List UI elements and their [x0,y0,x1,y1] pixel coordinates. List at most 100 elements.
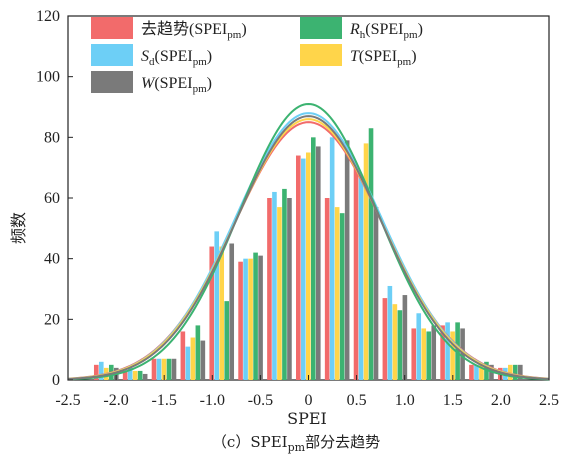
caption-suffix: 部分去趋势 [305,433,380,451]
x-axis-title: SPEI [287,409,327,428]
bar-series-3-bin-4 [224,301,230,380]
x-tick-label: -1.0 [200,392,225,409]
bar-series-2-bin-7 [306,152,311,380]
bar-series-0-bin-7 [296,155,301,380]
bar-series-1-bin-3 [185,346,191,380]
x-tick-label: -0.5 [248,392,273,409]
legend-label-0: 去趋势(SPEIpm) [141,20,247,41]
bar-series-4-bin-2 [171,358,177,380]
bar-series-1-bin-0 [98,361,104,380]
bar-series-1-bin-12 [445,322,450,380]
bar-series-0-bin-10 [382,298,388,380]
bar-series-3-bin-3 [195,325,201,380]
bar-series-2-bin-2 [161,358,167,380]
legend-label-4: W(SPEIpm) [141,75,212,95]
x-tick-label: -2.5 [55,392,80,409]
caption-prefix: （c）SPEI [212,433,288,451]
legend-label-1: Sd(SPEIpm) [141,48,212,68]
bars-layer [93,128,523,380]
bar-series-3-bin-11 [426,331,432,380]
bar-series-3-bin-12 [455,322,460,380]
bar-series-2-bin-12 [450,331,455,380]
bar-series-0-bin-1 [122,370,128,380]
caption-subscript: pm [288,441,306,454]
bar-series-4-bin-3 [200,340,206,380]
bar-series-3-bin-6 [282,188,287,380]
bar-series-0-bin-4 [209,246,215,380]
bar-series-2-bin-10 [392,304,398,380]
y-tick-label: 60 [44,190,60,207]
bar-series-0-bin-9 [353,167,359,380]
bar-series-4-bin-9 [373,207,379,380]
bar-series-2-bin-3 [190,337,196,380]
bar-series-1-bin-2 [156,358,162,380]
legend-label-2: T(SPEIpm) [350,48,417,68]
bar-series-1-bin-8 [329,137,335,380]
bar-series-4-bin-7 [316,146,321,380]
bar-series-4-bin-6 [287,198,292,380]
bar-series-4-bin-5 [258,255,263,380]
bar-series-1-bin-13 [474,364,479,380]
bar-series-4-bin-11 [431,325,437,380]
bar-series-3-bin-14 [513,364,518,380]
y-tick-label: 100 [36,69,60,86]
x-tick-label: -2.0 [103,392,128,409]
bar-series-0-bin-2 [151,358,157,380]
bar-series-4-bin-10 [402,295,408,380]
bar-series-0-bin-8 [324,198,330,380]
bar-series-3-bin-1 [137,370,143,380]
bar-series-3-bin-8 [339,213,345,380]
bar-series-3-bin-10 [397,310,403,380]
x-tick-label: 1.0 [395,392,415,409]
legend-swatch-4 [91,71,133,93]
x-tick-label: 2.0 [491,392,511,409]
bar-series-1-bin-5 [243,258,248,380]
bar-series-1-bin-6 [272,191,277,380]
x-tick-label: 2.5 [539,392,559,409]
figure-caption: （c）SPEIpm部分去趋势 [212,433,380,454]
y-tick-label: 80 [44,129,60,146]
bar-series-2-bin-11 [421,328,427,380]
bar-series-2-bin-1 [132,370,138,380]
bar-series-0-bin-3 [180,331,186,380]
bar-series-4-bin-4 [229,243,235,380]
y-axis-title: 频数 [9,212,28,244]
bar-series-3-bin-7 [311,137,316,380]
bar-series-1-bin-7 [301,158,306,380]
bar-series-4-bin-8 [344,140,350,380]
x-tick-label: 0 [305,392,313,409]
x-tick-label: 1.5 [443,392,463,409]
axes-layer: -2.5 -2.0 -1.5 -1.0 -0.5 0 0.5 1.0 1.5 2.0 2.5 0 20 4… [36,8,559,409]
legend-label-3: Rh(SPEIpm) [349,21,423,41]
bar-series-4-bin-1 [142,373,148,380]
bar-series-3-bin-2 [166,358,172,380]
y-tick-label: 120 [36,8,60,25]
bar-series-2-bin-5 [248,258,253,380]
fit-curve-3 [67,102,550,381]
bar-series-2-bin-9 [363,143,369,380]
bar-series-1-bin-11 [416,313,422,380]
bar-series-0-bin-11 [411,328,417,380]
bar-series-1-bin-10 [387,285,393,380]
bar-series-0-bin-12 [440,325,445,380]
bar-series-0-bin-6 [267,198,272,380]
bar-series-2-bin-4 [219,246,225,380]
legend-swatch-1 [91,44,133,66]
bar-series-2-bin-8 [334,207,340,380]
bar-series-1-bin-9 [358,176,364,380]
bar-series-0-bin-13 [469,364,474,380]
bar-series-4-bin-14 [518,364,523,380]
bar-series-3-bin-9 [368,128,374,380]
bar-series-2-bin-14 [508,364,513,380]
bar-series-1-bin-1 [127,367,133,380]
x-tick-label: -1.5 [152,392,177,409]
bar-series-2-bin-6 [277,207,282,380]
bar-series-0-bin-0 [93,364,99,380]
curves-layer [67,102,550,381]
y-tick-label: 0 [52,372,60,389]
x-tick-label: 0.5 [347,392,367,409]
fit-curve-4 [67,115,550,380]
bar-series-0-bin-5 [238,261,243,380]
bar-series-3-bin-5 [253,252,258,380]
